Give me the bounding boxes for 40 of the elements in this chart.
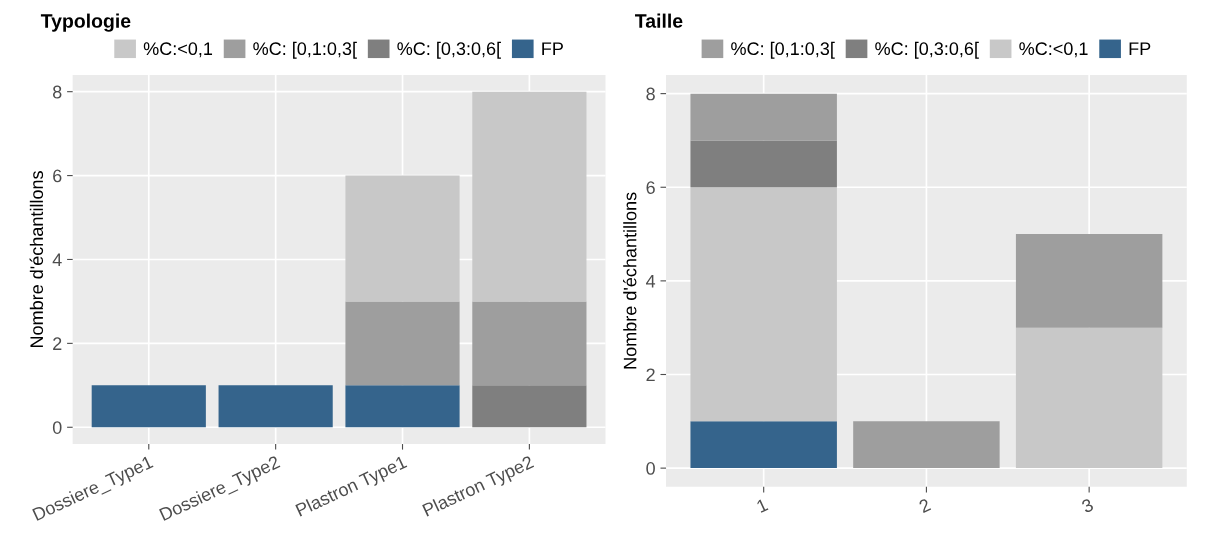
y-tick-label: 4 — [646, 275, 656, 288]
legend-label: FP — [542, 42, 563, 55]
series-label: %C: [0,1:0,3[ — [731, 41, 835, 59]
bar — [690, 421, 837, 469]
y-tick-label: 8 — [52, 85, 62, 99]
y-tick-label: 8 — [646, 87, 655, 101]
bar — [472, 91, 587, 302]
bar — [218, 385, 333, 428]
legend-label: FP — [1129, 42, 1151, 55]
y-tick-label: 0 — [52, 421, 62, 434]
chart-title: Taille — [635, 13, 683, 28]
y-tick-label: 6 — [53, 169, 62, 183]
bar — [345, 175, 460, 302]
bar — [472, 385, 587, 428]
chart-title: Typologie — [40, 13, 131, 32]
legend-label: %C:<0,1 — [1019, 42, 1088, 58]
bar — [853, 421, 1000, 469]
bar — [1015, 327, 1163, 469]
x-tick-label: 1 — [756, 498, 769, 513]
bar — [690, 140, 837, 188]
bar — [345, 301, 460, 386]
bar — [472, 301, 587, 386]
y-axis-title: Nombre d'échantillons — [622, 192, 637, 369]
x-tick-label: 3 — [1080, 498, 1095, 514]
legend-label: %C: [0,3:0,6[ — [875, 41, 979, 59]
legend-label: %C:<0,1 — [143, 42, 213, 58]
legend-label: %C: [0,1:0,3[ — [253, 41, 357, 59]
y-tick-label: 4 — [52, 253, 62, 267]
y-tick-label: 2 — [646, 368, 655, 382]
bar — [690, 93, 837, 141]
bar — [91, 385, 206, 428]
y-tick-label: 0 — [646, 462, 655, 475]
y-tick-label: 6 — [646, 181, 655, 194]
y-tick-label: 2 — [53, 337, 62, 350]
bar — [1015, 234, 1163, 328]
x-tick-label: 2 — [918, 498, 932, 513]
y-axis-title: Nombre d'échantillons — [29, 171, 44, 348]
legend-label: %C: [0,3:0,6[ — [397, 41, 501, 59]
bar — [345, 385, 460, 428]
bar — [690, 187, 837, 422]
